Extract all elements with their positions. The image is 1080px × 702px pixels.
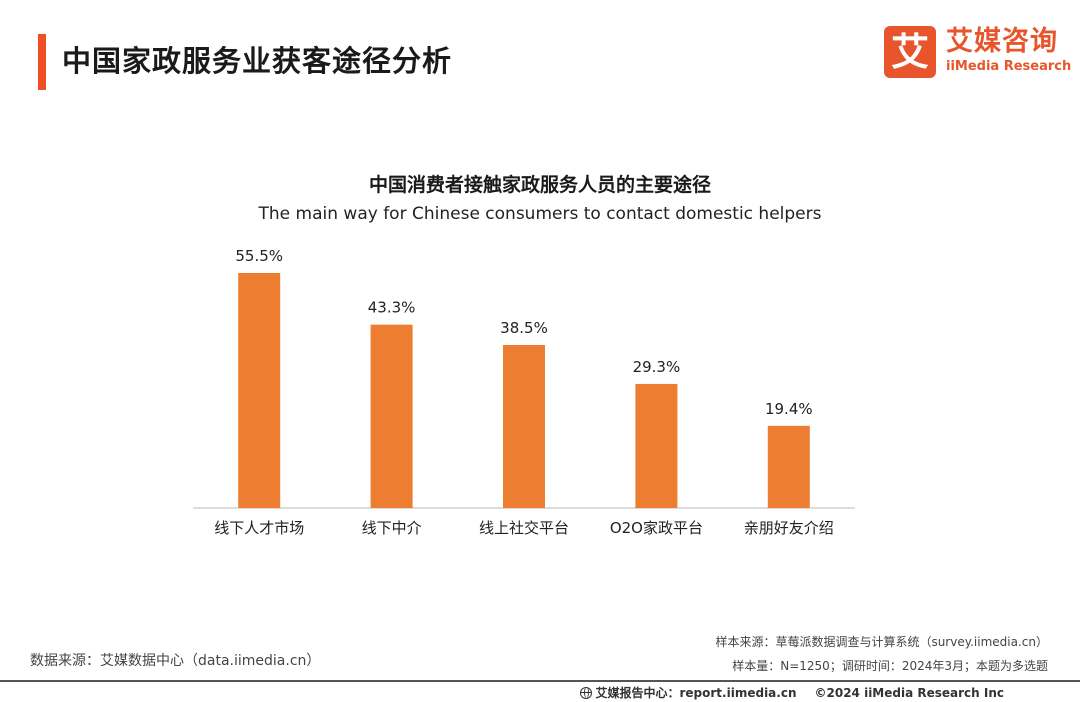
category-label-1: 线下人才市场 bbox=[214, 519, 304, 537]
bar-2 bbox=[370, 324, 413, 508]
category-label-2: 线下中介 bbox=[362, 519, 422, 537]
title-accent-bar bbox=[38, 34, 46, 90]
iimedia-logo: 艾 艾媒咨询 iiMedia Research bbox=[884, 26, 1074, 80]
data-label-1: 55.5% bbox=[235, 247, 283, 265]
category-label-3: 线上社交平台 bbox=[479, 519, 569, 537]
category-label-4: O2O家政平台 bbox=[610, 519, 703, 537]
data-source-note: 数据来源：艾媒数据中心（data.iimedia.cn） bbox=[30, 653, 321, 669]
logo-name-cn: 艾媒咨询 bbox=[946, 26, 1058, 57]
data-label-3: 38.5% bbox=[500, 319, 548, 337]
sample-info-note: 样本量：N=1250；调研时间：2024年3月；本题为多选题 bbox=[732, 659, 1048, 673]
bar-1 bbox=[238, 273, 281, 508]
logo-mark: 艾 bbox=[884, 26, 936, 78]
copyright-text: ©2024 iiMedia Research Inc bbox=[814, 685, 1005, 700]
globe-icon bbox=[579, 686, 592, 699]
logo-name-en: iiMedia Research bbox=[946, 59, 1072, 74]
bar-4 bbox=[635, 383, 678, 508]
footer-divider bbox=[0, 680, 1080, 682]
chart-subtitle: The main way for Chinese consumers to co… bbox=[258, 204, 822, 224]
bar-3 bbox=[503, 344, 545, 508]
data-label-2: 43.3% bbox=[368, 299, 416, 317]
data-label-5: 19.4% bbox=[765, 400, 813, 418]
page-title: 中国家政服务业获客途径分析 bbox=[62, 44, 453, 78]
sample-source-note: 样本来源：草莓派数据调查与计算系统（survey.iimedia.cn） bbox=[715, 635, 1048, 649]
footer-credits: 艾媒报告中心：report.iimedia.cn ©2024 iiMedia R… bbox=[579, 684, 1005, 701]
bar-5 bbox=[767, 425, 810, 508]
data-label-4: 29.3% bbox=[633, 358, 681, 376]
chart-title: 中国消费者接触家政服务人员的主要途径 bbox=[368, 174, 711, 196]
category-label-5: 亲朋好友介绍 bbox=[744, 519, 834, 537]
report-center-link[interactable]: 艾媒报告中心：report.iimedia.cn bbox=[595, 686, 797, 700]
